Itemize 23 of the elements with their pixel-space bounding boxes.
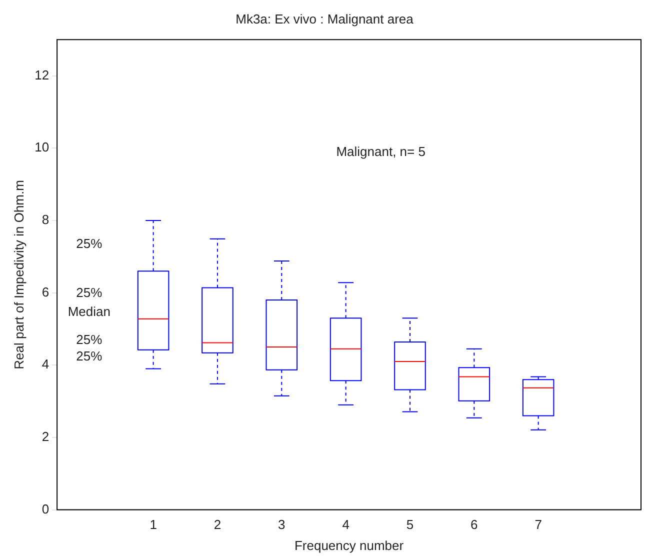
- y-tick-label: 12: [34, 67, 50, 82]
- text: 25%: [76, 332, 103, 348]
- text: Median: [68, 304, 110, 319]
- y-tick-label: 6: [42, 284, 50, 300]
- y-axis-title: Real part of Impedivity in Ohm.m: [11, 180, 26, 370]
- annotation: Malignant, n= 5: [336, 144, 426, 160]
- text: 25%: [76, 348, 103, 364]
- x-tick-label: 3: [278, 517, 286, 532]
- x-tick-label: 7: [534, 517, 542, 532]
- y-tick-label: 10: [34, 140, 50, 155]
- chart-title: Mk3a: Ex vivo : Malignant area: [236, 11, 414, 26]
- y-tick-label: 0: [42, 501, 50, 516]
- text: 25%: [76, 285, 103, 300]
- x-tick-label: 4: [342, 517, 350, 532]
- x-tick-label: 5: [406, 517, 414, 532]
- x-axis-title: Frequency number: [294, 538, 404, 553]
- x-tick-label: 2: [214, 517, 222, 532]
- y-tick-label: 4: [42, 356, 50, 372]
- y-tick-label: 2: [42, 429, 50, 444]
- text: 25%: [76, 236, 103, 252]
- x-tick-label: 1: [150, 517, 157, 532]
- y-tick-label: 8: [42, 212, 50, 228]
- x-tick-label: 6: [470, 517, 478, 532]
